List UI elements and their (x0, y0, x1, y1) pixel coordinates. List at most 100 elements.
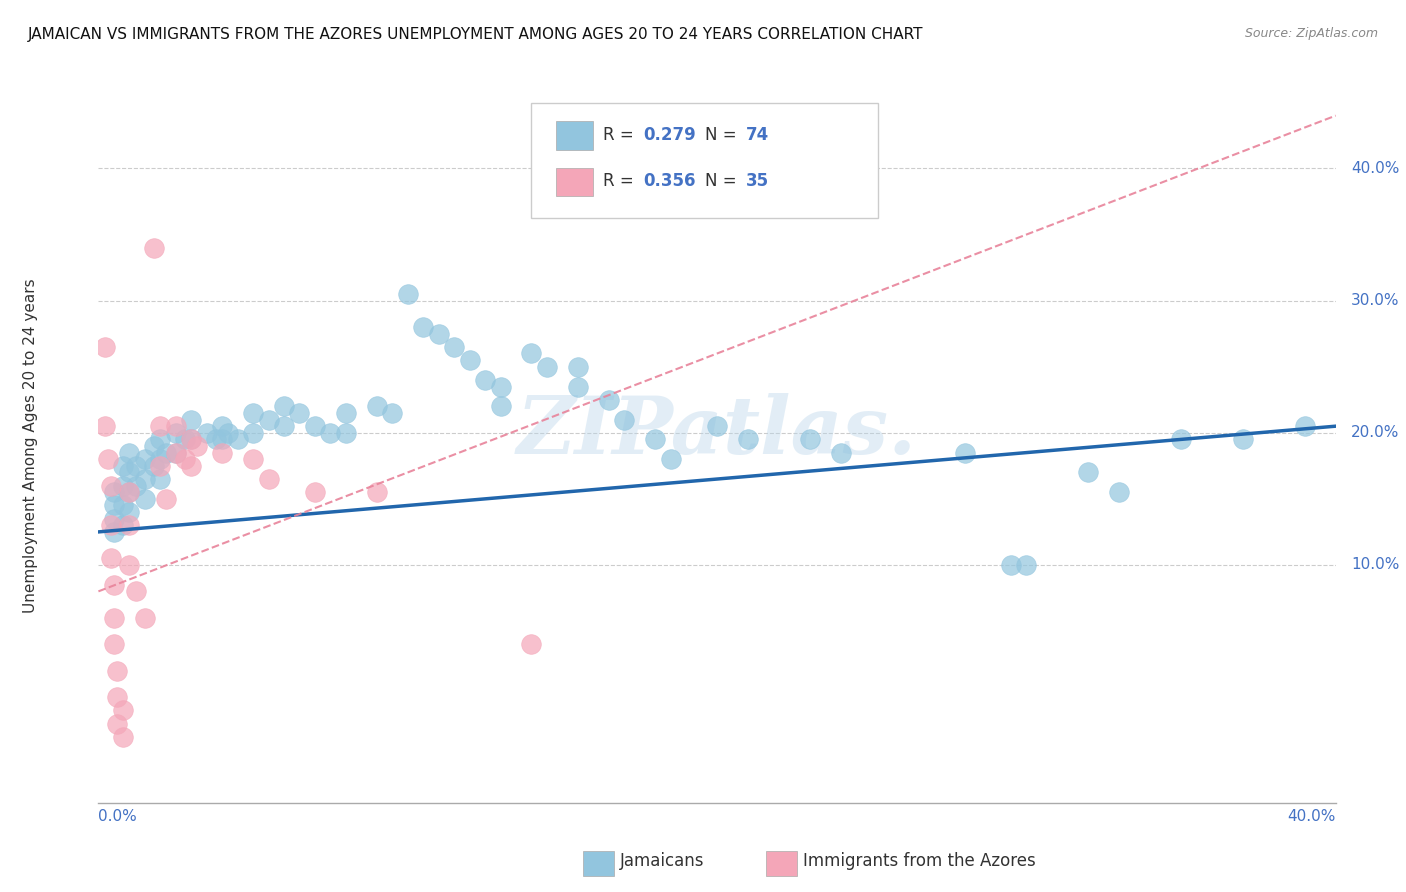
Text: N =: N = (704, 126, 741, 144)
Point (242, 406, 264, 420)
Point (304, 419, 326, 434)
Point (381, 406, 404, 420)
Point (1232, 433, 1254, 447)
Point (118, 485, 141, 500)
Point (644, 433, 666, 447)
Point (134, 611, 156, 625)
Point (659, 452, 682, 467)
Point (217, 425, 239, 440)
Point (706, 419, 728, 434)
Point (489, 400, 512, 414)
Point (288, 406, 311, 420)
Point (93, 340, 115, 354)
Text: Source: ZipAtlas.com: Source: ZipAtlas.com (1244, 27, 1378, 40)
Point (567, 379, 589, 393)
Point (396, 287, 419, 301)
Text: ZIPatlas.: ZIPatlas. (517, 393, 917, 470)
Point (155, 445, 177, 459)
Text: 35: 35 (745, 171, 769, 189)
Point (118, 505, 141, 519)
Point (180, 433, 202, 447)
Point (211, 445, 233, 459)
Point (103, 578, 125, 592)
Point (1077, 466, 1099, 480)
Point (103, 611, 125, 625)
Point (143, 241, 166, 255)
Point (112, 518, 135, 533)
Point (134, 491, 156, 506)
Point (124, 584, 146, 599)
Point (613, 412, 636, 426)
Point (1000, 558, 1022, 572)
Point (149, 433, 172, 447)
Text: 40.0%: 40.0% (1351, 161, 1399, 176)
Point (100, 518, 122, 533)
Text: R =: R = (603, 126, 640, 144)
Text: Unemployment Among Ages 20 to 24 years: Unemployment Among Ages 20 to 24 years (22, 278, 38, 614)
Text: Jamaicans: Jamaicans (620, 852, 704, 870)
Bar (557, 121, 593, 150)
Point (103, 524, 125, 539)
Text: JAMAICAN VS IMMIGRANTS FROM THE AZORES UNEMPLOYMENT AMONG AGES 20 TO 24 YEARS CO: JAMAICAN VS IMMIGRANTS FROM THE AZORES U… (28, 27, 924, 42)
Point (474, 373, 496, 387)
Point (174, 452, 197, 467)
Point (304, 485, 326, 500)
Point (205, 433, 228, 447)
Bar (557, 168, 593, 196)
Point (112, 458, 135, 473)
Point (335, 425, 357, 440)
Text: 20.0%: 20.0% (1351, 425, 1399, 441)
Point (100, 478, 122, 492)
Point (143, 458, 166, 473)
Point (257, 412, 280, 426)
Text: N =: N = (704, 171, 741, 189)
Point (155, 491, 177, 506)
Point (174, 433, 197, 447)
Point (520, 637, 543, 651)
Point (427, 326, 450, 341)
Point (1170, 433, 1192, 447)
Point (257, 472, 280, 486)
Point (180, 458, 202, 473)
Point (737, 433, 759, 447)
Point (165, 445, 187, 459)
Point (112, 730, 135, 744)
Point (443, 340, 465, 354)
Text: Immigrants from the Azores: Immigrants from the Azores (803, 852, 1036, 870)
Text: 0.0%: 0.0% (98, 809, 138, 824)
Point (489, 379, 512, 393)
Point (149, 419, 172, 434)
Point (100, 551, 122, 566)
Point (366, 485, 388, 500)
Point (124, 478, 146, 492)
Text: 40.0%: 40.0% (1288, 809, 1336, 824)
Point (149, 452, 172, 467)
Point (458, 353, 481, 368)
Point (105, 664, 128, 678)
Point (134, 452, 156, 467)
Text: R =: R = (603, 171, 640, 189)
Point (149, 458, 172, 473)
Point (520, 346, 543, 360)
Point (180, 433, 202, 447)
Point (1015, 558, 1038, 572)
Point (103, 499, 125, 513)
Point (149, 472, 172, 486)
Point (165, 419, 187, 434)
Point (165, 425, 187, 440)
Text: 74: 74 (745, 126, 769, 144)
Point (118, 518, 141, 533)
Point (536, 359, 558, 374)
Point (93, 419, 115, 434)
Point (1294, 419, 1316, 434)
Point (567, 359, 589, 374)
Point (830, 445, 852, 459)
Point (273, 400, 295, 414)
Point (118, 558, 141, 572)
Point (319, 425, 342, 440)
Point (799, 433, 821, 447)
Point (273, 419, 295, 434)
Point (242, 452, 264, 467)
Point (165, 445, 187, 459)
Point (953, 445, 976, 459)
